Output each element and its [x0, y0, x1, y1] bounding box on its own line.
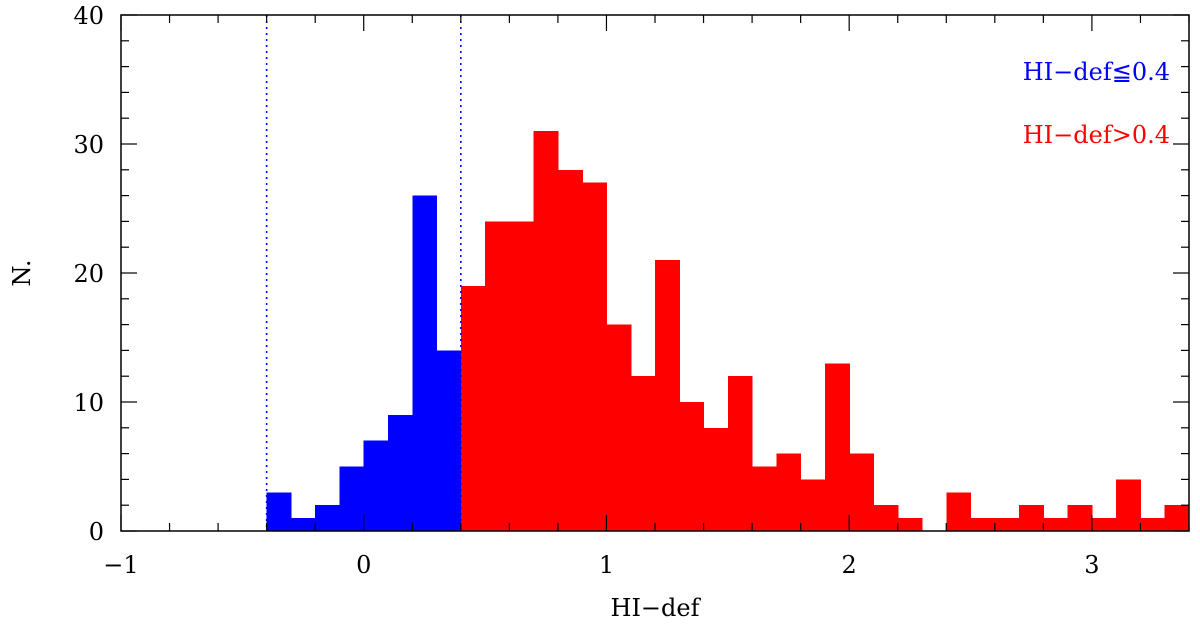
legend-blue-label: HI−def≦0.4	[1023, 58, 1170, 86]
y-tick-label: 30	[73, 131, 104, 159]
histogram-bar	[727, 376, 753, 531]
histogram-bar	[1067, 505, 1093, 531]
histogram-bar	[946, 492, 972, 531]
histogram-bar	[1043, 518, 1069, 531]
histogram-bar	[897, 518, 923, 531]
bars-layer	[266, 131, 1190, 532]
x-tick-label: 1	[599, 551, 614, 579]
histogram-bar	[266, 492, 292, 531]
histogram-bar	[363, 440, 389, 531]
y-tick-label: 40	[73, 2, 104, 30]
histogram-bar	[460, 285, 486, 531]
histogram-bar	[339, 466, 365, 531]
y-tick-label: 20	[73, 260, 104, 288]
x-tick-label: 2	[842, 551, 857, 579]
ticks-layer	[120, 14, 1190, 532]
histogram-bar	[557, 169, 583, 532]
histogram-bar	[776, 453, 802, 531]
histogram-bar	[388, 414, 413, 531]
y-tick-label: 0	[89, 518, 104, 546]
histogram-bar	[970, 518, 996, 531]
histogram-bar	[1091, 518, 1117, 531]
histogram-bar	[533, 131, 559, 531]
histogram-bar	[606, 324, 632, 531]
y-axis-title: N.	[8, 259, 36, 286]
histogram-bar	[315, 505, 341, 531]
threshold-lines-layer	[265, 15, 462, 531]
histogram-bar	[824, 363, 850, 531]
histogram-bar	[873, 505, 899, 531]
histogram-bar	[509, 221, 535, 531]
histogram-bar	[655, 260, 680, 531]
histogram-bar	[412, 195, 438, 531]
histogram-bar	[752, 466, 777, 531]
histogram-bar	[679, 402, 705, 531]
histogram-bar	[1164, 505, 1190, 531]
x-tick-label: −1	[103, 551, 138, 579]
histogram-bar	[436, 350, 462, 531]
histogram-bar	[994, 518, 1020, 531]
histogram-bar	[1116, 479, 1142, 531]
legend-red-label: HI−def>0.4	[1023, 121, 1170, 149]
histogram-bar	[849, 453, 875, 531]
x-tick-label: 0	[356, 551, 371, 579]
x-tick-label: 3	[1084, 551, 1099, 579]
histogram-bar	[703, 427, 729, 531]
histogram-bar	[582, 182, 608, 531]
histogram-bar	[1019, 505, 1044, 531]
histogram-bar	[290, 518, 316, 531]
histogram-bar	[1140, 518, 1166, 531]
histogram-bar	[485, 221, 510, 531]
histogram-bar	[630, 376, 656, 531]
y-tick-label: 10	[73, 389, 104, 417]
histogram-bar	[800, 479, 826, 531]
x-axis-title: HI−def	[611, 594, 702, 622]
